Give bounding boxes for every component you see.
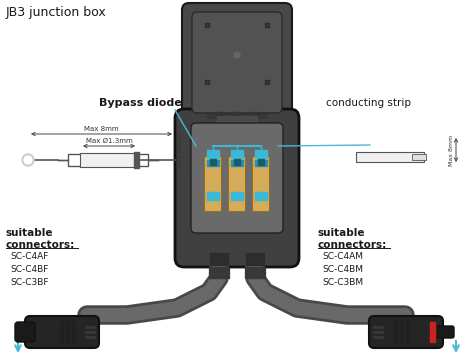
Text: Max 8mm: Max 8mm — [84, 126, 118, 132]
Bar — [207, 108, 267, 118]
Bar — [209, 275, 229, 278]
Ellipse shape — [22, 154, 34, 166]
FancyBboxPatch shape — [25, 316, 99, 348]
Bar — [60, 321, 63, 343]
Bar — [217, 116, 257, 121]
Bar — [245, 275, 265, 278]
Bar — [80, 153, 138, 167]
Bar — [209, 271, 229, 274]
Bar — [207, 192, 219, 200]
Text: suitable
connectors:: suitable connectors: — [318, 228, 387, 251]
Text: Max 8mm: Max 8mm — [449, 134, 454, 165]
FancyBboxPatch shape — [369, 316, 443, 348]
Bar — [245, 267, 265, 270]
Bar — [134, 152, 139, 168]
Bar — [215, 112, 223, 117]
Bar — [255, 150, 267, 158]
Text: Bypass diode: Bypass diode — [99, 98, 182, 108]
Bar — [207, 160, 219, 166]
Bar — [406, 321, 409, 343]
Text: Max Ø1.3mm: Max Ø1.3mm — [86, 138, 132, 144]
Bar — [231, 160, 243, 166]
Bar — [231, 150, 243, 158]
Bar — [66, 321, 69, 343]
Text: SC-C4AM
SC-C4BM
SC-C3BM: SC-C4AM SC-C4BM SC-C3BM — [322, 252, 363, 287]
Bar — [246, 253, 264, 265]
FancyBboxPatch shape — [253, 156, 270, 211]
Bar — [400, 321, 403, 343]
Bar — [356, 152, 424, 162]
FancyBboxPatch shape — [434, 326, 454, 338]
FancyBboxPatch shape — [191, 123, 283, 233]
Text: conducting strip: conducting strip — [326, 98, 411, 108]
FancyBboxPatch shape — [15, 322, 35, 342]
FancyBboxPatch shape — [192, 12, 282, 113]
Bar — [255, 192, 267, 200]
Bar — [233, 112, 241, 117]
Bar — [207, 150, 219, 158]
Bar — [255, 160, 267, 166]
FancyBboxPatch shape — [228, 156, 246, 211]
Bar — [209, 267, 229, 270]
Ellipse shape — [234, 52, 240, 58]
Bar — [412, 154, 426, 160]
Bar — [394, 321, 397, 343]
Bar — [251, 112, 259, 117]
Ellipse shape — [24, 156, 32, 164]
Bar — [430, 322, 435, 342]
Text: SC-C4AF
SC-C4BF
SC-C3BF: SC-C4AF SC-C4BF SC-C3BF — [10, 252, 48, 287]
Bar — [245, 271, 265, 274]
Text: suitable
connectors:: suitable connectors: — [6, 228, 75, 251]
Text: Max Ø8mm: Max Ø8mm — [178, 132, 183, 168]
FancyBboxPatch shape — [182, 3, 292, 122]
FancyBboxPatch shape — [204, 156, 221, 211]
Bar — [72, 321, 75, 343]
Bar — [210, 253, 228, 265]
Text: JB3 junction box: JB3 junction box — [6, 6, 107, 19]
FancyBboxPatch shape — [175, 109, 299, 267]
Bar — [231, 192, 243, 200]
